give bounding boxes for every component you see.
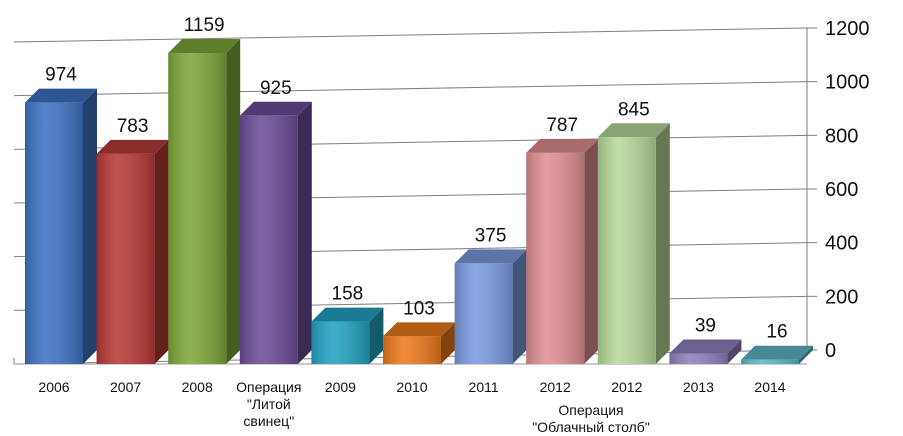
bar-top xyxy=(96,139,169,154)
bar xyxy=(239,101,312,365)
value-label: 158 xyxy=(332,284,364,305)
bar-side xyxy=(727,339,742,364)
bar-shading xyxy=(25,102,83,364)
category-label: 2008 xyxy=(182,379,213,395)
bar-side xyxy=(584,138,599,364)
value-label: 783 xyxy=(117,116,149,137)
category-label: 2007 xyxy=(110,379,141,395)
y-axis-ticks: 0 200 400 600 800 1000 1200 xyxy=(825,18,870,362)
category-label: 2014 xyxy=(754,379,785,395)
category-label: 2006 xyxy=(38,379,69,395)
bar-top xyxy=(741,345,813,360)
bar-top xyxy=(239,101,312,116)
bar-shading xyxy=(526,152,585,364)
y-tick-label: 600 xyxy=(825,179,858,201)
bar xyxy=(25,88,97,364)
value-labels: 974 783 1159 925 158 103 375 787 845 39 16 xyxy=(45,15,787,343)
y-tick-label: 800 xyxy=(825,125,858,147)
bar-side xyxy=(297,101,312,365)
category-label: Операция "Литой свинец" xyxy=(236,379,301,429)
bar xyxy=(383,322,455,364)
value-label: 1159 xyxy=(184,15,225,36)
bar-side xyxy=(512,249,527,364)
bars xyxy=(25,39,813,365)
category-label: 2013 xyxy=(683,379,714,395)
bar-top xyxy=(597,123,670,138)
gridline xyxy=(13,81,808,97)
value-label: 375 xyxy=(475,225,507,246)
bar-top xyxy=(25,88,97,103)
value-label: 16 xyxy=(766,322,787,343)
bar-top xyxy=(383,322,455,337)
bar xyxy=(741,345,813,364)
category-labels: 2006 2007 2008 Операция "Литой свинец" 2009 201… xyxy=(38,379,785,429)
bar-shading xyxy=(96,153,155,364)
y-tick-label: 400 xyxy=(825,233,858,255)
bar-side xyxy=(655,123,670,364)
category-label: 2010 xyxy=(396,379,427,395)
bar xyxy=(669,339,742,364)
value-label: 974 xyxy=(45,65,77,86)
value-label: 845 xyxy=(618,99,650,120)
value-label: 39 xyxy=(695,316,716,337)
bar-side xyxy=(83,88,97,364)
y-tick-label: 0 xyxy=(825,340,836,362)
bar-shading xyxy=(669,353,728,364)
bar-shading xyxy=(454,263,513,364)
bar xyxy=(168,39,241,364)
bar xyxy=(96,139,169,364)
value-label: 103 xyxy=(403,298,435,319)
group-annotation: Операция "Облачный столб" xyxy=(532,402,650,435)
bar-shading xyxy=(597,137,656,364)
bar-side xyxy=(226,39,241,364)
group-annotation-label: Операция "Облачный столб" xyxy=(532,402,650,435)
category-label: 2009 xyxy=(325,379,356,395)
bar-top xyxy=(311,307,384,322)
gridline xyxy=(13,27,808,43)
value-label: 787 xyxy=(546,115,578,136)
bar-side xyxy=(154,139,169,364)
bar-top xyxy=(526,138,599,153)
bar-shading xyxy=(168,53,227,364)
bar-shading xyxy=(311,321,370,364)
bar xyxy=(597,123,670,364)
y-tick-label: 200 xyxy=(825,286,858,308)
bar-side xyxy=(441,322,455,364)
bar xyxy=(526,138,599,364)
bar-top xyxy=(454,249,527,264)
category-label: 2012 xyxy=(611,379,642,395)
bar-shading xyxy=(383,336,441,364)
bar-side xyxy=(799,345,813,364)
bar-shading xyxy=(239,115,298,365)
y-tick-label: 1000 xyxy=(825,72,870,94)
bar-top xyxy=(669,339,742,354)
category-label: 2011 xyxy=(469,379,499,395)
value-label: 925 xyxy=(260,78,292,99)
category-label: 2012 xyxy=(540,379,571,395)
bar-side xyxy=(369,307,384,364)
bar-shading xyxy=(741,359,799,364)
bar xyxy=(454,249,527,364)
y-tick-label: 1200 xyxy=(825,18,870,40)
bar-top xyxy=(168,39,241,54)
bar xyxy=(311,307,384,364)
